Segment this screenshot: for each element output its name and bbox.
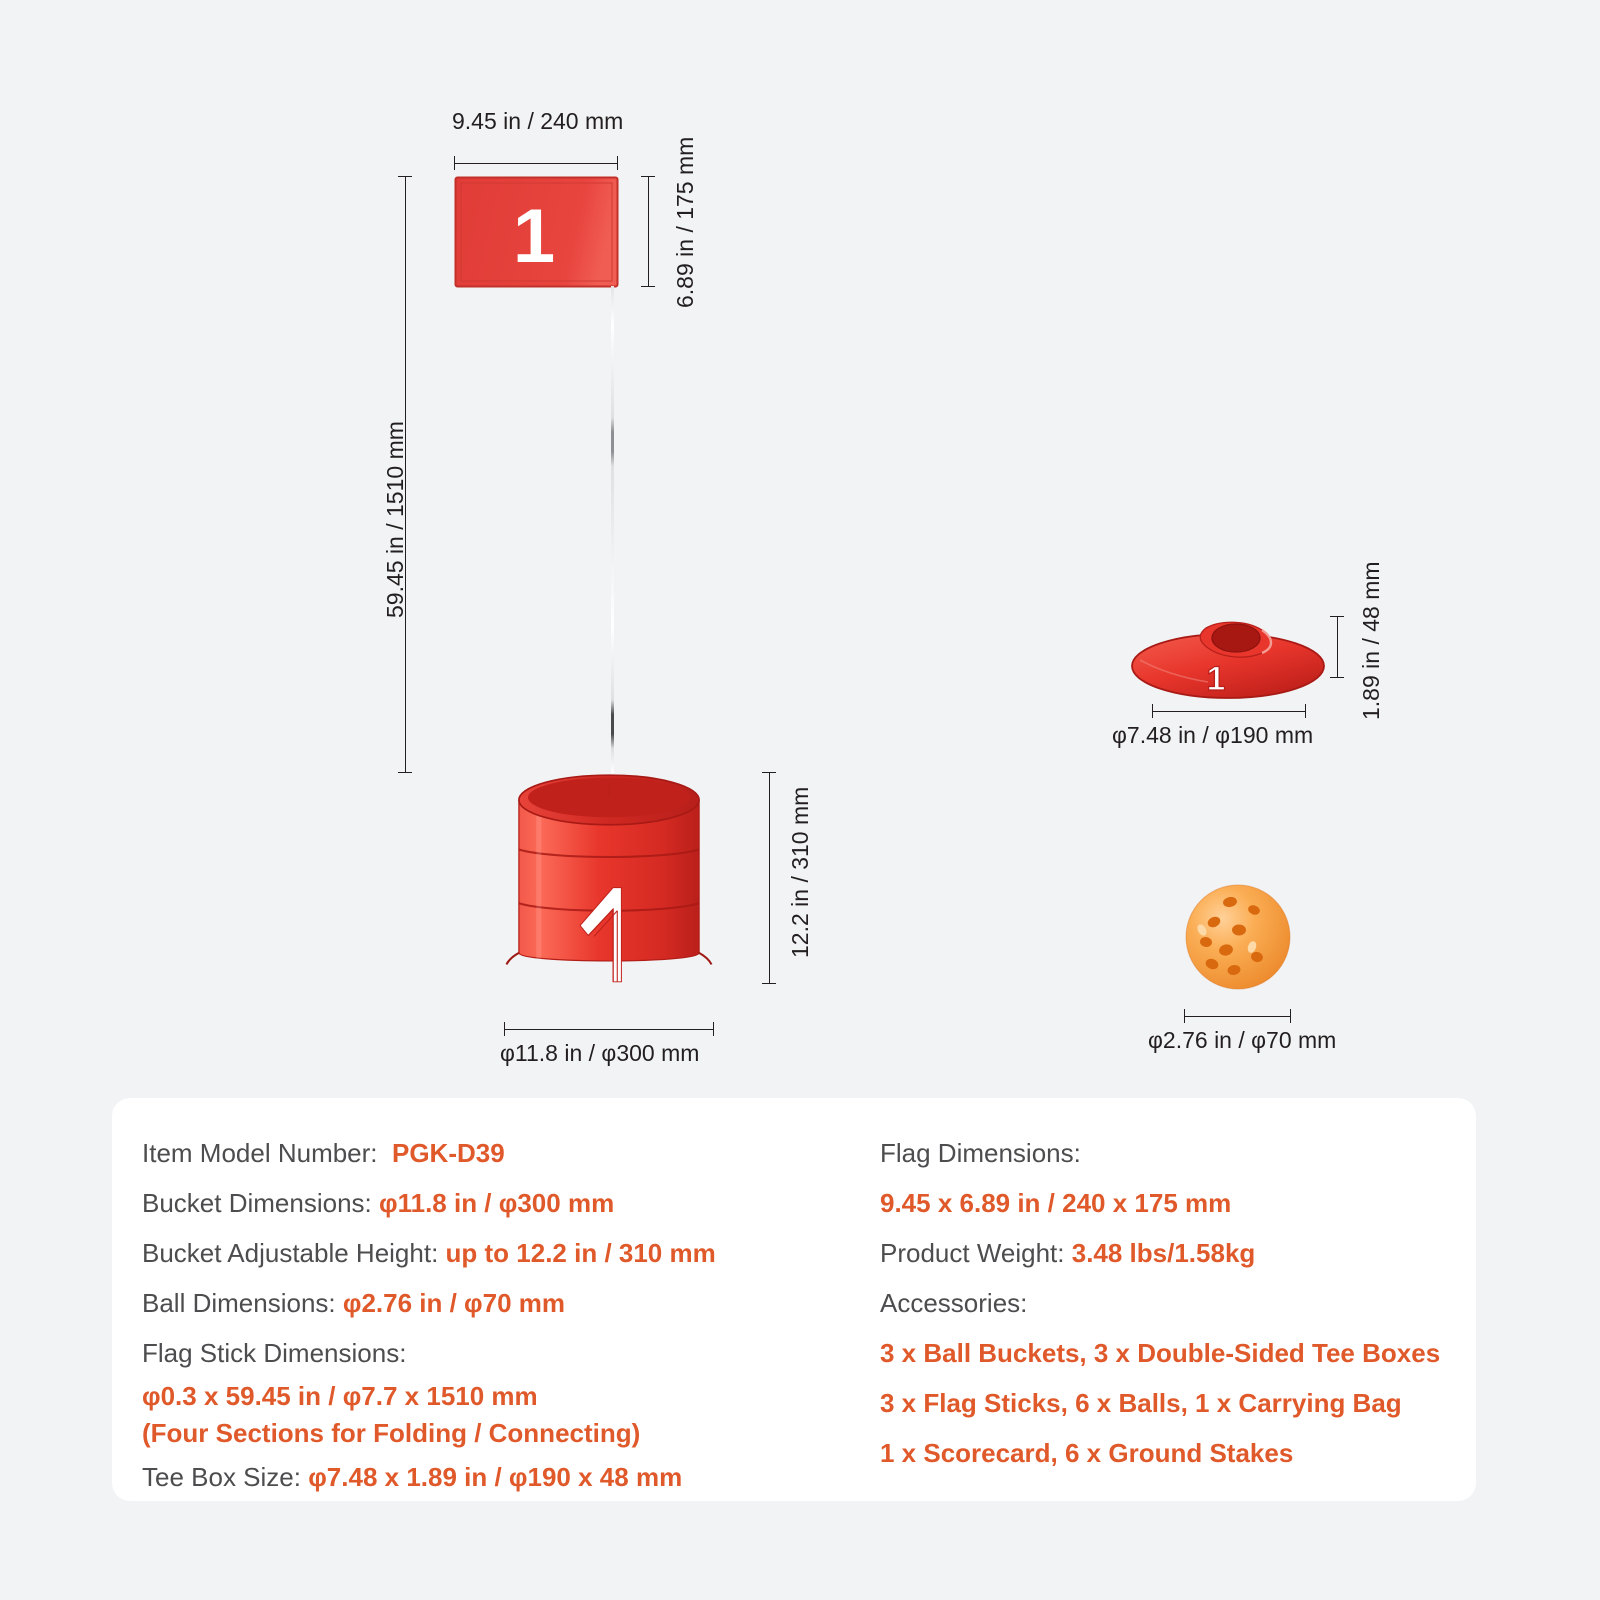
svg-text:1: 1: [1207, 660, 1226, 698]
svg-text:1: 1: [513, 194, 555, 279]
